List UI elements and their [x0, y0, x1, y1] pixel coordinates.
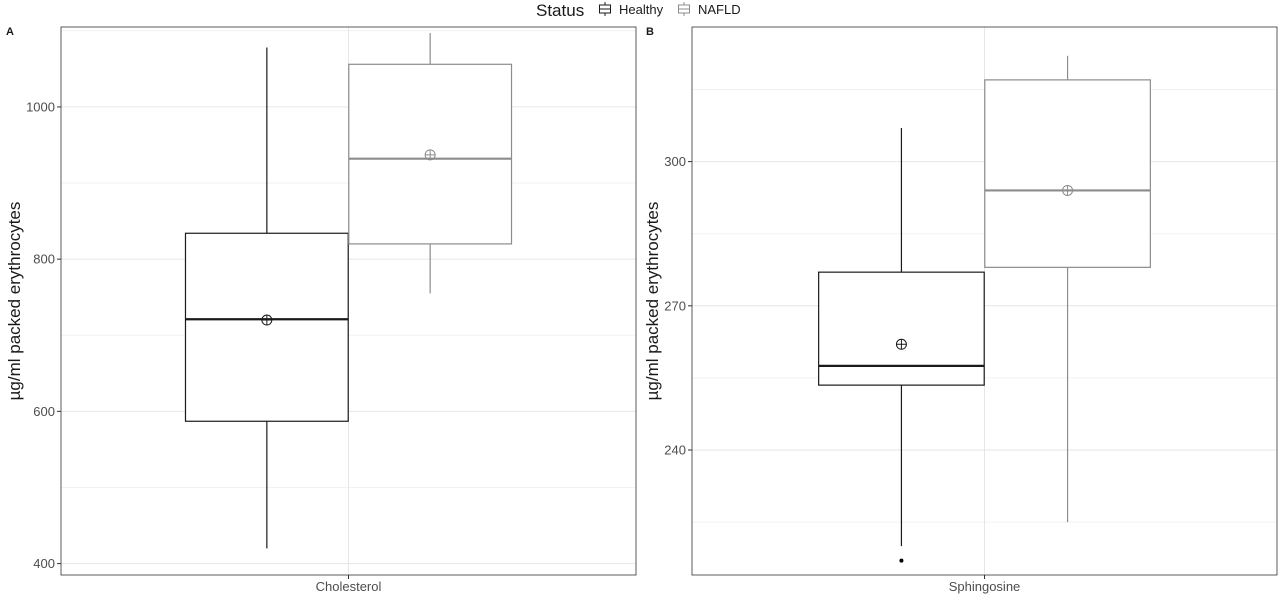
chart-b: 240 270 300 Sphingosine µg/ml packed erythro… [643, 26, 1278, 594]
y-tick-label: 800 [33, 252, 55, 267]
legend-label-healthy: Healthy [619, 2, 664, 17]
panel-a-tag: A [6, 26, 14, 38]
box-nafld [984, 55, 1151, 523]
x-tick-label: Sphingosine [949, 579, 1021, 594]
y-tick-label: 400 [33, 556, 55, 571]
y-axis-title: µg/ml packed erythrocytes [643, 202, 662, 401]
y-tick-label: 240 [664, 443, 686, 458]
box-healthy [184, 47, 349, 549]
panel-b-tag: B [646, 26, 654, 38]
chart-a: 400 600 800 1000 Cholesterol µg/ml packed ery… [5, 26, 637, 594]
y-tick-label: 270 [664, 298, 686, 313]
box-iqr [184, 232, 349, 422]
legend-label-nafld: NAFLD [698, 2, 741, 17]
y-tick-label: 300 [664, 154, 686, 169]
box-iqr [984, 79, 1151, 268]
panel-b: B 240 270 300 Sphingosine µg/ml packed eryth… [640, 22, 1280, 598]
outlier-point [899, 558, 904, 563]
box-iqr [818, 271, 985, 386]
y-tick-label: 1000 [26, 99, 55, 114]
legend: Status Healthy NAFLD [0, 0, 1280, 22]
box-nafld [348, 33, 513, 294]
legend-key-healthy-icon [599, 2, 611, 16]
y-tick-label: 600 [33, 404, 55, 419]
legend-title: Status [536, 1, 585, 20]
y-axis-title: µg/ml packed erythrocytes [5, 202, 24, 401]
legend-key-nafld-icon [678, 2, 690, 16]
panel-a: A 400 600 800 1000 Cholesterol µg/ml packed e… [0, 22, 640, 598]
box-healthy [818, 127, 985, 563]
x-tick-label: Cholesterol [316, 579, 382, 594]
